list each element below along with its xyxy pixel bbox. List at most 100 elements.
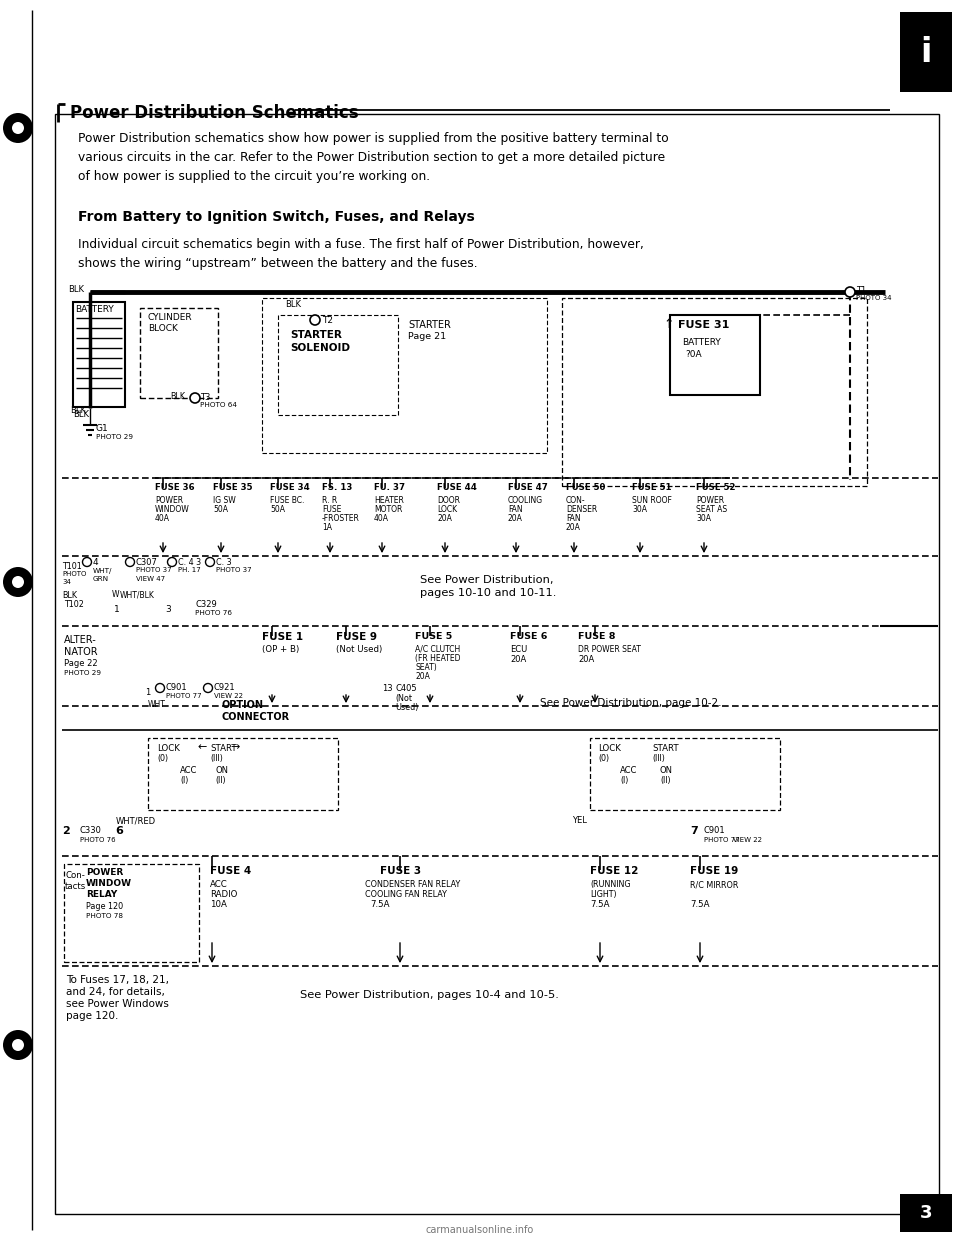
Text: 6: 6: [115, 826, 123, 836]
Text: FUSE 19: FUSE 19: [690, 866, 738, 876]
Bar: [140, 308, 218, 397]
Text: BATTERY: BATTERY: [75, 306, 113, 314]
Text: RELAY: RELAY: [86, 891, 117, 899]
Circle shape: [845, 287, 855, 297]
Text: ON: ON: [215, 766, 228, 775]
Text: POWER: POWER: [155, 496, 183, 505]
Text: FAN: FAN: [508, 505, 522, 514]
Text: T102: T102: [64, 600, 84, 609]
Text: (OP + B): (OP + B): [262, 645, 300, 655]
Text: FUSE 34: FUSE 34: [270, 483, 310, 492]
Text: 13: 13: [382, 684, 393, 693]
Text: FAN: FAN: [566, 514, 581, 523]
Text: SOLENOID: SOLENOID: [290, 343, 350, 353]
Text: FUSE 9: FUSE 9: [336, 632, 377, 642]
Text: 7.5A: 7.5A: [370, 900, 390, 909]
Bar: [278, 315, 398, 415]
Text: C329: C329: [195, 600, 217, 609]
Circle shape: [12, 576, 24, 587]
Bar: [73, 302, 125, 407]
Text: COOLING FAN RELAY: COOLING FAN RELAY: [365, 891, 446, 899]
Text: FUSE 6: FUSE 6: [510, 632, 547, 641]
Text: 1: 1: [114, 605, 120, 614]
Text: FUSE 50: FUSE 50: [566, 483, 606, 492]
Text: MOTOR: MOTOR: [374, 505, 402, 514]
Text: ALTER-: ALTER-: [64, 635, 97, 645]
Text: (RUNNING: (RUNNING: [590, 881, 631, 889]
Text: PHOTO 37: PHOTO 37: [136, 568, 172, 573]
Text: (FR HEATED: (FR HEATED: [415, 655, 461, 663]
Bar: [148, 738, 338, 810]
Text: NATOR: NATOR: [64, 647, 98, 657]
Text: SEAT AS: SEAT AS: [696, 505, 727, 514]
Text: C921: C921: [214, 683, 235, 692]
Bar: [64, 864, 199, 963]
Bar: [55, 114, 939, 1213]
Text: FUSE 36: FUSE 36: [155, 483, 195, 492]
Text: (II): (II): [660, 776, 671, 785]
Text: 10A: 10A: [210, 900, 227, 909]
Text: LIGHT): LIGHT): [590, 891, 616, 899]
Text: G1: G1: [96, 424, 108, 433]
Text: LOCK: LOCK: [598, 744, 621, 753]
Text: See Power Distribution,: See Power Distribution,: [420, 575, 554, 585]
Text: T1: T1: [856, 286, 866, 296]
Text: STARTER: STARTER: [290, 330, 342, 340]
Text: ECU: ECU: [510, 645, 527, 655]
Text: GRN: GRN: [93, 576, 109, 582]
Text: WHT: WHT: [148, 700, 166, 709]
Text: ON: ON: [660, 766, 673, 775]
Text: 20A: 20A: [566, 523, 581, 532]
Text: From Battery to Ignition Switch, Fuses, and Relays: From Battery to Ignition Switch, Fuses, …: [78, 210, 475, 224]
Text: WINDOW: WINDOW: [155, 505, 190, 514]
Text: CONNECTOR: CONNECTOR: [222, 712, 290, 722]
Text: FUSE 12: FUSE 12: [590, 866, 638, 876]
Circle shape: [3, 568, 33, 597]
Text: W: W: [112, 590, 119, 599]
Text: (Not Used): (Not Used): [336, 645, 382, 655]
Text: 40A: 40A: [155, 514, 170, 523]
Text: WHT/: WHT/: [93, 568, 112, 574]
Text: BLK: BLK: [170, 392, 185, 401]
Text: ?0A: ?0A: [685, 350, 702, 359]
Text: C405: C405: [395, 684, 417, 693]
Text: RADIO: RADIO: [210, 891, 237, 899]
Text: PHOTO 29: PHOTO 29: [64, 669, 101, 676]
Text: POWER: POWER: [86, 868, 123, 877]
Text: PH. 17: PH. 17: [178, 568, 201, 573]
Text: 40A: 40A: [374, 514, 389, 523]
Text: C330: C330: [80, 826, 102, 835]
Circle shape: [12, 1040, 24, 1051]
Text: C. 4 3: C. 4 3: [178, 558, 202, 568]
Text: 20A: 20A: [578, 655, 594, 664]
Text: (Not: (Not: [395, 694, 412, 703]
Text: VIEW 22: VIEW 22: [214, 693, 243, 699]
Circle shape: [156, 683, 164, 693]
Text: DENSER: DENSER: [566, 505, 597, 514]
Text: Individual circuit schematics begin with a fuse. The first half of Power Distrib: Individual circuit schematics begin with…: [78, 238, 644, 270]
Circle shape: [83, 558, 91, 566]
Text: BATTERY: BATTERY: [682, 338, 721, 347]
Text: To Fuses 17, 18, 21,: To Fuses 17, 18, 21,: [66, 975, 169, 985]
Text: T2: T2: [322, 315, 333, 325]
Text: →: →: [230, 741, 239, 751]
Circle shape: [190, 392, 200, 402]
Text: R. R: R. R: [322, 496, 337, 505]
Text: FUSE 52: FUSE 52: [696, 483, 735, 492]
Text: FUSE BC.: FUSE BC.: [270, 496, 304, 505]
Text: ←: ←: [197, 741, 206, 751]
Text: tacts: tacts: [65, 882, 86, 891]
Text: PHOTO: PHOTO: [62, 571, 86, 578]
Circle shape: [12, 122, 24, 134]
Text: (II): (II): [215, 776, 226, 785]
Text: BLK: BLK: [70, 406, 86, 415]
Text: ↑: ↑: [663, 318, 674, 332]
Text: 30A: 30A: [696, 514, 711, 523]
Text: R/C MIRROR: R/C MIRROR: [690, 881, 738, 889]
Text: C901: C901: [166, 683, 187, 692]
Text: ACC: ACC: [180, 766, 198, 775]
Text: CON-: CON-: [566, 496, 586, 505]
Text: FUSE 8: FUSE 8: [578, 632, 615, 641]
Text: 20A: 20A: [415, 672, 430, 681]
Text: PHOTO 78: PHOTO 78: [86, 913, 123, 919]
